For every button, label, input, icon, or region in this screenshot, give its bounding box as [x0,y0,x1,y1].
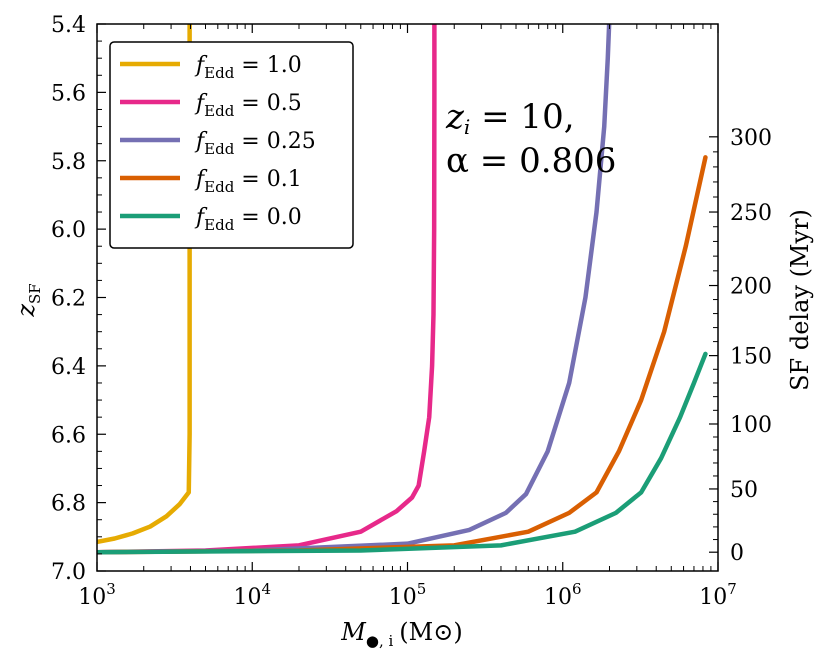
y-tick-label: 6.2 [51,287,86,312]
series-line-0 [97,24,192,545]
series-line-4 [97,351,708,555]
x-axis-title: M●, i (M⊙) [340,618,462,650]
x-tick-label: 103 [78,580,116,610]
axes: 103 104 105 106 107 5.4 5.6 5.8 6.0 6.2 6.4 6.6 6.8 7… [51,13,772,610]
y-tick-label: 6.0 [51,218,86,243]
legend-box [109,41,354,249]
y-tick-label: 5.6 [51,81,86,106]
x-tick-label: 106 [544,580,582,610]
annotation-line-2: α = 0.806 [446,141,616,181]
y-tick-label: 5.4 [51,13,86,38]
right-y-tick-label: 0 [730,541,744,566]
right-y-tick-label: 150 [730,345,772,370]
x-tick-label: 107 [699,580,737,610]
y-axis-title-left: zSF [12,283,44,317]
right-y-tick-label: 50 [730,478,758,503]
y-tick-label: 5.8 [51,150,86,175]
y-tick-label: 6.8 [51,492,86,517]
right-y-tick-label: 200 [730,275,772,300]
legend-label-0: fEdd = 1.0 [194,53,302,82]
x-tick-label: 104 [233,580,271,610]
right-y-tick-label: 100 [730,413,772,438]
y-tick-label: 7.0 [51,560,86,585]
right-y-tick-label: 250 [730,201,772,226]
plot-area [97,24,708,555]
series-line-1 [97,24,437,555]
y-tick-label: 6.6 [51,423,86,448]
series-line-2 [97,24,612,555]
y-axis-title-right: SF delay (Myr) [786,209,814,391]
x-tick-label: 105 [389,580,427,610]
legend-label-3: fEdd = 0.1 [194,167,302,196]
annotation-line-1: zi = 10, [445,97,575,139]
y-tick-label: 6.4 [51,355,86,380]
right-y-tick-label: 300 [730,126,772,151]
